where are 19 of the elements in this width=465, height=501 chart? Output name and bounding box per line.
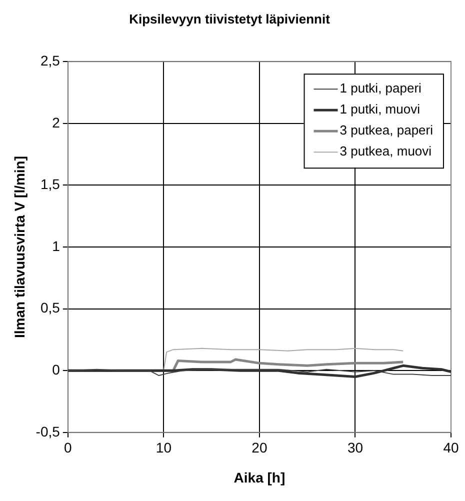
y-tick-label: 2 — [52, 114, 60, 130]
x-tick-label: 10 — [156, 440, 172, 456]
y-tick-label: 2,5 — [40, 52, 60, 68]
legend-label: 3 putkea, paperi — [340, 122, 434, 138]
y-tick-label: 0 — [52, 361, 60, 378]
x-tick-label: 0 — [64, 440, 72, 456]
y-tick-label: 1,5 — [40, 176, 60, 192]
x-axis-title: Aika [h] — [234, 469, 286, 486]
x-tick-label: 20 — [252, 440, 268, 456]
legend-label: 1 putki, muovi — [340, 102, 420, 117]
y-axis-title: Ilman tilavuusvirta V [l/min] — [11, 156, 28, 338]
chart-title: Kipsilevyyn tiivistetyt läpiviennit — [129, 11, 331, 26]
legend-label: 1 putki, paperi — [340, 80, 422, 96]
y-tick-label: 0,5 — [40, 300, 60, 316]
legend-label: 3 putkea, muovi — [340, 144, 432, 159]
x-tick-label: 40 — [443, 440, 459, 456]
y-tick-label: 1 — [52, 238, 60, 254]
y-tick-label: -0,5 — [36, 423, 60, 440]
x-tick-label: 30 — [347, 440, 364, 456]
